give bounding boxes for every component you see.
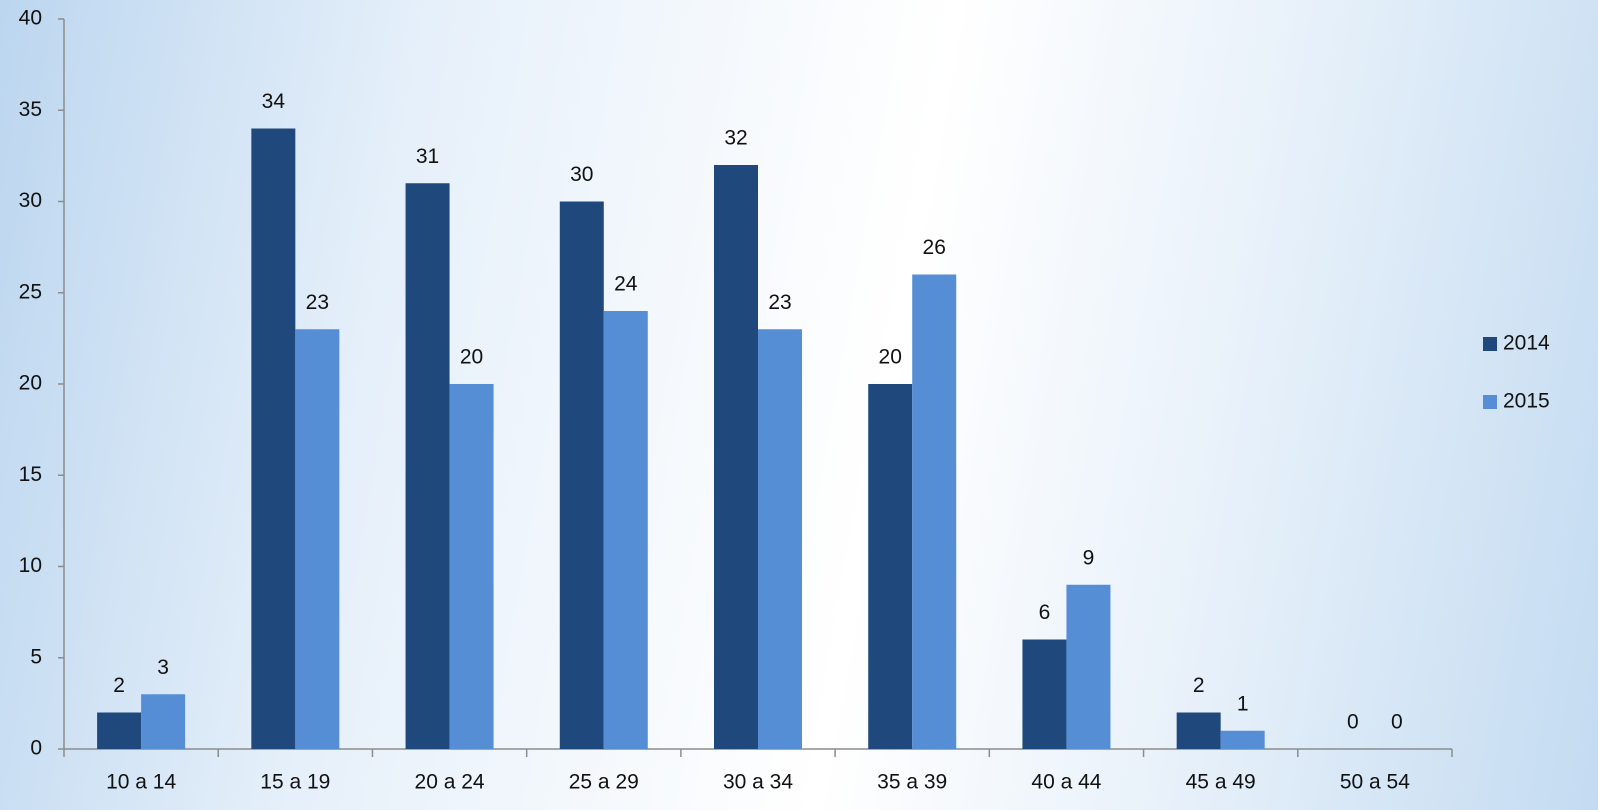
bar — [912, 274, 957, 749]
y-tick-label: 10 — [19, 554, 42, 577]
y-tick-label: 40 — [19, 7, 42, 30]
data-label: 0 — [1347, 711, 1359, 734]
legend-label: 2015 — [1503, 390, 1550, 413]
data-label: 31 — [416, 145, 439, 168]
bar — [1022, 639, 1067, 749]
data-label: 0 — [1391, 711, 1403, 734]
legend-swatch — [1483, 395, 1497, 409]
x-tick-label: 45 a 49 — [1186, 771, 1256, 794]
bar — [251, 128, 296, 749]
bar — [449, 384, 494, 749]
x-tick-label: 10 a 14 — [106, 771, 176, 794]
y-tick-label: 35 — [19, 98, 42, 121]
x-tick-label: 30 a 34 — [723, 771, 793, 794]
x-tick-label: 50 a 54 — [1340, 771, 1410, 794]
bar — [295, 329, 340, 749]
bar — [1176, 712, 1221, 749]
bar — [758, 329, 802, 749]
data-label: 2 — [113, 674, 125, 697]
legend-label: 2014 — [1503, 332, 1550, 355]
data-label: 6 — [1039, 601, 1051, 624]
data-label: 30 — [570, 163, 593, 186]
bar — [1220, 730, 1265, 749]
x-tick-label: 35 a 39 — [877, 771, 947, 794]
y-tick-label: 20 — [19, 372, 42, 395]
data-label: 23 — [768, 291, 791, 314]
data-label: 1 — [1237, 692, 1249, 715]
x-tick-label: 25 a 29 — [569, 771, 639, 794]
y-tick-label: 5 — [30, 645, 42, 668]
y-tick-label: 25 — [19, 280, 42, 303]
bar — [714, 165, 758, 749]
data-label: 24 — [614, 273, 638, 296]
data-label: 20 — [460, 346, 483, 369]
data-label: 34 — [262, 90, 286, 113]
y-tick-label: 30 — [19, 189, 42, 212]
x-tick-label: 20 a 24 — [415, 771, 485, 794]
x-tick-label: 40 a 44 — [1031, 771, 1101, 794]
data-label: 32 — [724, 127, 747, 150]
bar — [603, 311, 648, 749]
bar — [141, 694, 186, 749]
bar — [559, 201, 604, 749]
bar — [405, 183, 450, 749]
data-label: 3 — [157, 656, 169, 679]
x-tick-label: 15 a 19 — [260, 771, 330, 794]
bar — [97, 712, 142, 749]
bar — [868, 384, 913, 749]
legend-swatch — [1483, 337, 1497, 351]
bar — [1066, 584, 1111, 749]
data-label: 23 — [306, 291, 329, 314]
data-label: 20 — [879, 346, 902, 369]
data-label: 26 — [923, 236, 946, 259]
data-label: 2 — [1193, 674, 1205, 697]
y-tick-label: 0 — [30, 737, 42, 760]
data-label: 9 — [1083, 546, 1095, 569]
y-tick-label: 15 — [19, 463, 42, 486]
